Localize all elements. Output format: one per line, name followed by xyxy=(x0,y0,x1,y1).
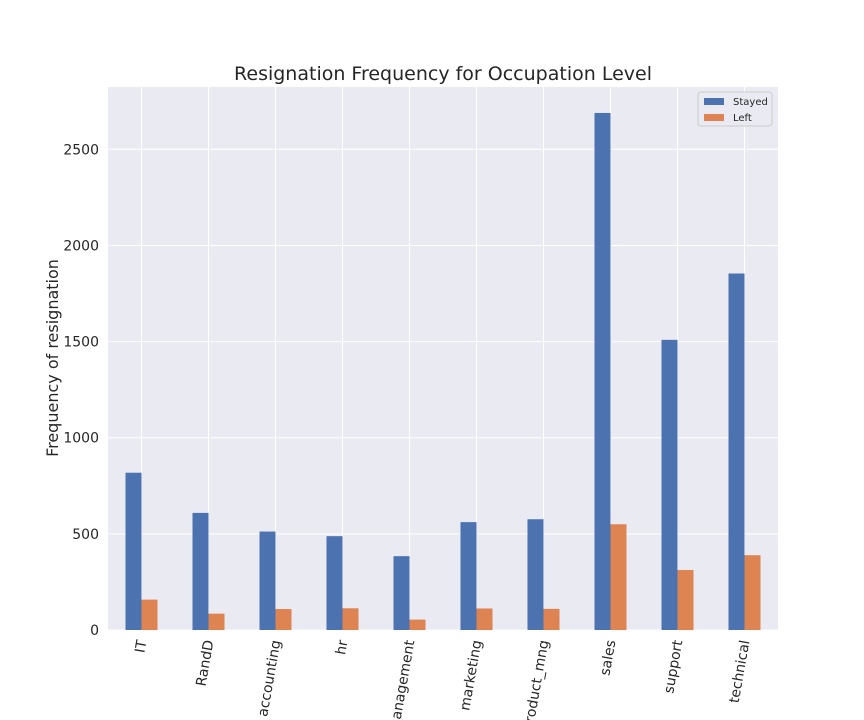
x-tick-label: RandD xyxy=(194,639,218,688)
bar-left xyxy=(543,608,560,630)
x-tick-label: management xyxy=(386,638,418,720)
bars xyxy=(125,112,761,630)
bar-left xyxy=(476,608,493,630)
y-tick-label: 0 xyxy=(90,623,99,639)
legend-label: Stayed xyxy=(733,97,768,108)
y-tick-labels: 0 500 1000 1500 2000 2500 xyxy=(63,142,99,639)
x-tick-label: technical xyxy=(727,639,754,704)
bar-stayed xyxy=(326,536,343,630)
x-tick-label: hr xyxy=(333,639,351,656)
legend-label: Left xyxy=(733,113,752,124)
y-tick-label: 1500 xyxy=(63,335,99,351)
bar-stayed xyxy=(259,531,276,630)
bar-left xyxy=(275,609,292,630)
chart-title: Resignation Frequency for Occupation Lev… xyxy=(234,63,652,85)
legend-swatch-stayed xyxy=(704,98,724,105)
legend: Stayed Left xyxy=(697,91,773,127)
x-tick-label: IT xyxy=(132,638,150,654)
bar-left xyxy=(342,608,359,630)
y-tick-label: 2500 xyxy=(63,142,99,158)
x-tick-label: marketing xyxy=(457,639,485,712)
y-tick-label: 500 xyxy=(72,527,99,543)
bar-stayed xyxy=(527,519,544,630)
bar-left xyxy=(744,555,761,630)
bar-stayed xyxy=(192,512,209,630)
legend-swatch-left xyxy=(704,114,724,121)
x-tick-label: product_mng xyxy=(521,639,553,720)
bar-stayed xyxy=(460,522,477,630)
bar-stayed xyxy=(661,339,678,630)
x-tick-label: sales xyxy=(597,639,619,677)
bar-stayed xyxy=(125,472,142,630)
bar-left xyxy=(208,613,225,630)
bar-stayed xyxy=(728,273,745,630)
x-tick-label: accounting xyxy=(255,639,284,718)
y-tick-label: 2000 xyxy=(63,238,99,254)
bar-stayed xyxy=(594,112,611,630)
y-tick-label: 1000 xyxy=(63,431,99,447)
bar-left xyxy=(610,524,627,630)
x-tick-label: support xyxy=(661,638,686,694)
y-axis-label: Frequency of resignation xyxy=(43,259,62,457)
bar-left xyxy=(409,619,426,630)
x-tick-labels: IT RandD accounting hr management marketing pr… xyxy=(132,638,753,720)
bar-left xyxy=(677,570,694,630)
bar-left xyxy=(141,599,158,630)
bar-stayed xyxy=(393,556,410,630)
